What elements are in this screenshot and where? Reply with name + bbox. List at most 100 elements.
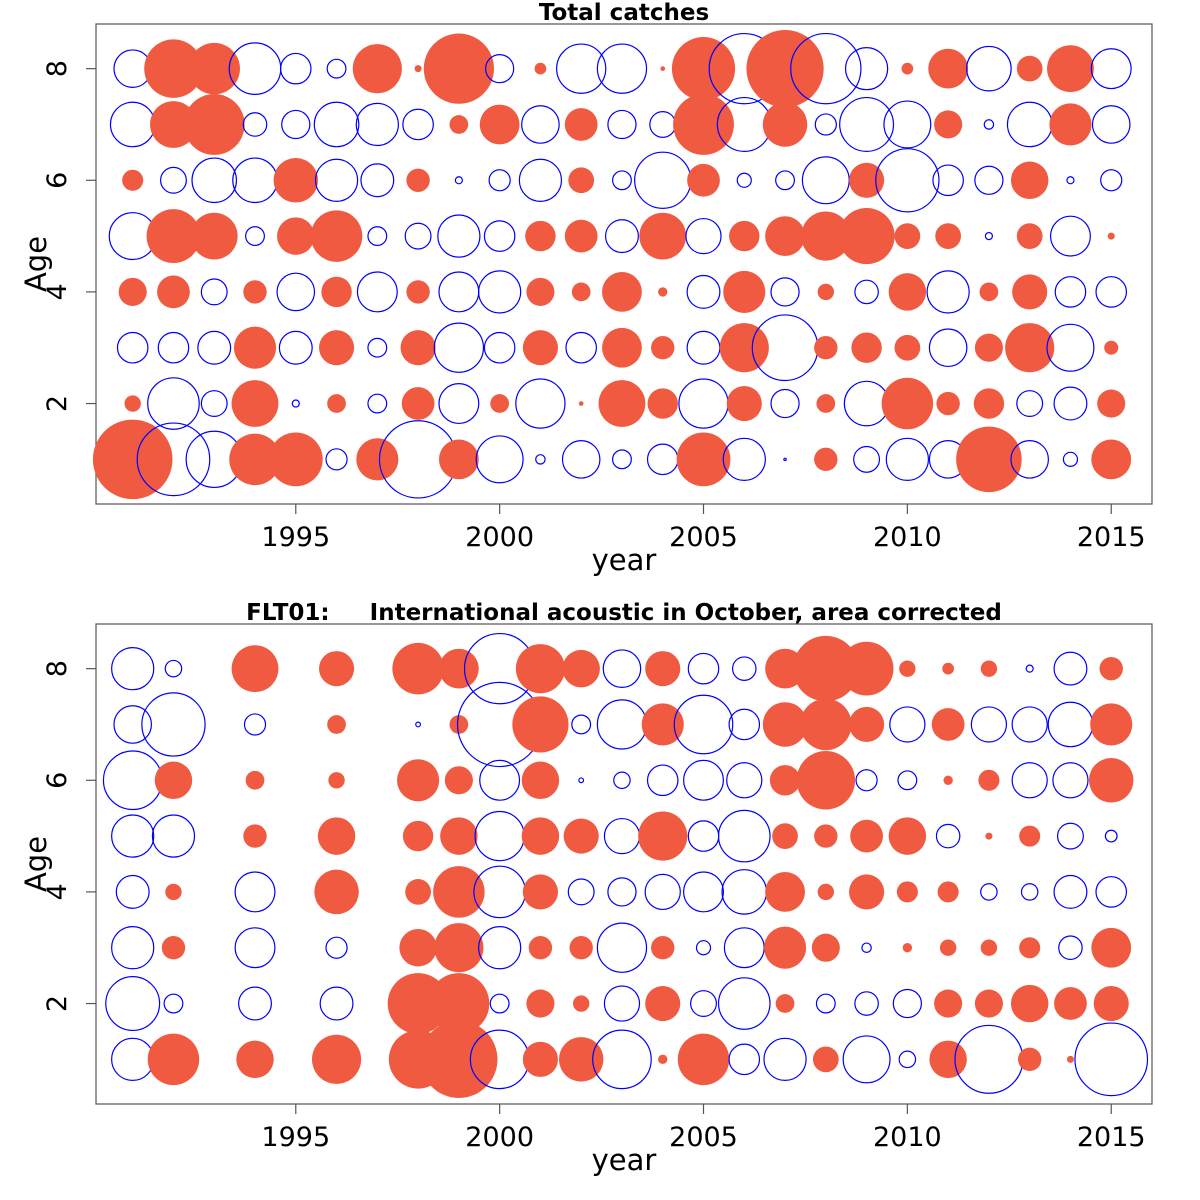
bubble-age7-2004	[641, 703, 684, 746]
bubble-age3-1992	[157, 331, 190, 364]
bubble-age7-1996	[313, 101, 360, 148]
bubble-age2-2004	[645, 985, 681, 1022]
bubble-age4-2003	[607, 877, 637, 907]
bubble-age5-2007	[772, 823, 798, 849]
bubble-age8-2013	[1025, 664, 1034, 673]
bubble-age4-1992	[165, 883, 182, 901]
bubble-age1-1992	[147, 1033, 200, 1086]
bubble-age3-2015	[1091, 927, 1132, 968]
bubble-age8-2008	[790, 32, 862, 105]
bubble-age3-1999	[434, 923, 484, 973]
bubble-age7-2007	[762, 702, 808, 747]
bubble-age2-1999	[438, 383, 480, 425]
bubble-age8-2009	[839, 641, 894, 696]
bubble-age4-2008	[817, 883, 835, 901]
bubble-age5-1992	[146, 209, 201, 264]
bubble-age6-2012	[974, 165, 1004, 195]
bubble-age6-2013	[1010, 161, 1049, 199]
x-axis-title: year	[592, 543, 657, 577]
bubble-age6-2011	[943, 775, 953, 785]
bubble-age6-2001	[521, 761, 560, 799]
bubble-age3-2006	[723, 927, 765, 969]
bubble-age5-2000	[474, 810, 525, 862]
y-axis-title: Age	[19, 236, 53, 292]
bubble-age2-2015	[1093, 985, 1129, 1022]
bubble-age2-2015	[1097, 389, 1126, 418]
bubble-age6-2003	[613, 771, 631, 790]
bubble-age3-1996	[325, 936, 348, 959]
bubble-age7-2010	[889, 706, 926, 743]
bubble-age5-2011	[935, 823, 961, 849]
bubble-age3-1994	[233, 326, 277, 369]
bubble-age5-1994	[243, 824, 267, 848]
bubble-age1-1996	[325, 448, 348, 471]
x-tick-label: 2015	[1077, 522, 1146, 553]
bubble-age4-2013	[1020, 883, 1039, 901]
bubble-age4-2002	[571, 282, 591, 302]
x-axis: 1995 2000 2005 2010 2015	[261, 504, 1146, 553]
bubble-age3-2004	[651, 336, 675, 360]
bubble-age6-1991	[122, 169, 144, 191]
bubble-age7-1992	[141, 692, 206, 757]
bubble-age8-2005	[671, 37, 736, 101]
bubble-age1-2006	[722, 437, 766, 482]
bubble-age5-2007	[765, 216, 805, 256]
bubble-age2-2002	[572, 995, 590, 1012]
bubble-age4-2011	[937, 881, 959, 903]
bubble-age1-1992	[136, 422, 211, 497]
bubble-age6-2003	[612, 170, 632, 191]
bubble-age5-2014	[1049, 215, 1091, 257]
bubble-age2-1992	[147, 377, 200, 430]
bubble-age8-2001	[515, 644, 565, 694]
bubble-age7-2011	[934, 110, 963, 139]
bubble-age1-1991	[92, 419, 173, 500]
bubble-age4-1992	[157, 275, 190, 309]
bubble-age6-1993	[191, 157, 238, 204]
bubble-age8-1995	[279, 52, 312, 85]
y-tick-label: 8	[42, 660, 73, 677]
bubble-age8-2011	[942, 662, 954, 675]
bubble-age6-1998	[406, 168, 430, 192]
bubble-age4-2006	[723, 270, 766, 313]
bubble-age8-1996	[319, 651, 355, 687]
y-axis-title: Age	[19, 836, 53, 892]
bubble-age5-1998	[402, 820, 434, 852]
bubble-age6-2000	[479, 759, 521, 801]
bubble-age2-2005	[690, 990, 717, 1018]
bubble-age2-1994	[238, 986, 272, 1021]
bubble-age5-2011	[935, 223, 962, 249]
bubble-age4-1998	[406, 280, 430, 304]
bubble-age4-2004	[658, 287, 668, 297]
bubble-age1-1994	[236, 1040, 274, 1079]
bubble-age6-2008	[801, 156, 850, 205]
bubble-age7-2003	[607, 109, 637, 140]
bubble-age5-1993	[190, 212, 238, 260]
bubble-age2-2008	[815, 993, 836, 1014]
bubble-age6-2005	[687, 163, 720, 197]
bubble-age3-2008	[811, 933, 840, 962]
bubble-age4-2006	[721, 869, 768, 915]
bubble-age7-1998	[402, 108, 434, 141]
bubble-age4-2005	[683, 871, 724, 913]
bubble-age2-2009	[854, 991, 879, 1016]
bubble-age7-1991	[113, 705, 153, 744]
bubble-age1-2008	[814, 447, 838, 472]
bubble-age2-2010	[881, 377, 934, 430]
bubble-age3-2005	[695, 940, 712, 956]
bubble-age8-2003	[602, 649, 642, 688]
bubble-age6-2014	[1066, 176, 1075, 185]
y-tick-label: 6	[42, 772, 73, 789]
bubble-age3-1997	[367, 337, 388, 358]
bubble-age3-2009	[861, 942, 872, 954]
bubble-age4-2014	[1054, 276, 1087, 308]
bubble-age4-2003	[602, 272, 642, 312]
bubble-age8-2009	[844, 46, 889, 91]
bubble-age5-2008	[814, 824, 838, 848]
bubble-age4-2008	[817, 283, 835, 301]
bubble-age8-1998	[414, 65, 422, 73]
bubble-age6-1995	[273, 158, 319, 203]
bubble-age2-1996	[327, 394, 346, 413]
bubble-age5-1994	[245, 226, 265, 247]
bubble-age3-2006	[719, 323, 769, 373]
